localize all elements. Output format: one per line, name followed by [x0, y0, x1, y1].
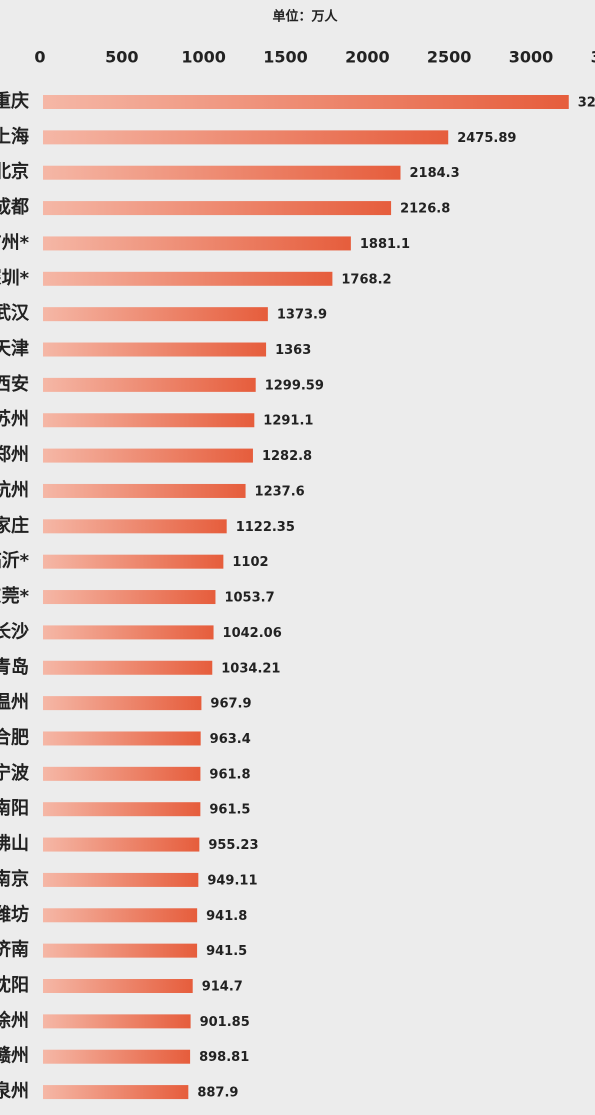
y-tick-label: 宁波	[0, 762, 30, 784]
y-tick-label: 石家庄	[0, 514, 29, 536]
value-label: 901.85	[200, 1015, 250, 1030]
value-label: 1363	[275, 343, 311, 358]
value-label: 1034.21	[221, 661, 280, 676]
bar	[43, 660, 213, 675]
y-tick-label: 佛山	[0, 833, 29, 855]
y-tick-label: 北京	[0, 161, 29, 183]
bar	[43, 271, 333, 286]
value-label: 1122.35	[236, 520, 295, 535]
y-tick-label: 苏州	[0, 408, 29, 430]
y-tick-label: 成都	[0, 196, 29, 218]
y-tick-label: 温州	[0, 692, 29, 713]
value-label: 955.23	[208, 838, 258, 853]
x-tick-label: 2000	[345, 48, 390, 67]
bar	[43, 165, 401, 180]
value-label: 898.81	[199, 1050, 249, 1065]
y-tick-label: 杭州	[0, 479, 29, 501]
y-tick-label: 沈阳	[0, 974, 29, 996]
value-label: 1881.1	[360, 237, 410, 252]
y-tick-label: 上海	[0, 125, 29, 147]
bar	[43, 1014, 191, 1029]
bar	[43, 590, 216, 605]
x-tick-label: 3000	[509, 48, 554, 67]
bar	[43, 307, 268, 322]
bar	[43, 872, 199, 887]
y-tick-label: 徐州	[0, 1009, 29, 1031]
value-label: 1291.1	[263, 414, 313, 429]
y-tick-label: 潍坊	[0, 903, 29, 925]
value-label: 961.8	[209, 767, 250, 782]
bar	[43, 483, 246, 498]
y-tick-label: 赣州	[0, 1045, 29, 1067]
bar	[43, 130, 449, 145]
value-label: 1282.8	[262, 449, 312, 464]
x-tick-label: 1000	[181, 48, 226, 67]
y-tick-label: 青岛	[0, 656, 29, 678]
bar	[43, 979, 193, 993]
value-label: 941.8	[206, 909, 247, 924]
value-label: 1768.2	[341, 272, 391, 287]
value-label: 941.5	[206, 944, 247, 959]
bar	[43, 1085, 189, 1100]
value-label: 2475.89	[457, 131, 516, 146]
value-label: 1042.06	[223, 626, 282, 641]
y-tick-label: 东莞*	[0, 585, 30, 607]
bar	[43, 943, 198, 958]
bar	[43, 95, 569, 109]
y-tick-label: 长沙	[0, 621, 29, 642]
bar	[43, 1049, 191, 1064]
y-tick-label: 南京	[0, 868, 29, 890]
bar	[43, 342, 267, 357]
y-tick-label: 泉州	[0, 1080, 29, 1102]
value-label: 887.9	[197, 1086, 238, 1101]
value-label: 949.11	[207, 873, 257, 888]
y-tick-label: 济南	[0, 939, 29, 961]
bar	[43, 236, 351, 251]
y-tick-label: 武汉	[0, 303, 30, 324]
y-tick-label: 临沂*	[0, 550, 30, 572]
x-tick-label: 500	[105, 48, 138, 67]
x-tick-label: 1500	[263, 48, 308, 67]
value-label: 3212.43	[578, 96, 595, 111]
value-label: 1053.7	[224, 591, 274, 606]
bar	[43, 201, 392, 216]
y-tick-label: 广州*	[0, 231, 30, 253]
bar	[43, 448, 253, 463]
y-tick-label: 郑州	[0, 444, 29, 466]
value-label: 1237.6	[255, 484, 305, 499]
y-tick-label: 深圳*	[0, 267, 30, 289]
value-label: 1102	[232, 555, 268, 570]
bar	[43, 413, 255, 428]
x-tick-label: 0	[34, 48, 45, 67]
value-label: 1373.9	[277, 308, 327, 323]
bar	[43, 519, 227, 534]
value-label: 1299.59	[265, 378, 324, 393]
y-tick-label: 重庆	[0, 90, 29, 112]
bar	[43, 377, 256, 392]
y-tick-label: 南阳	[0, 797, 29, 819]
bar	[43, 625, 214, 640]
bar	[43, 731, 201, 746]
chart-subtitle: 单位：万人	[272, 9, 338, 25]
bar	[43, 766, 201, 781]
x-tick-label: 2500	[427, 48, 472, 67]
bar	[43, 696, 202, 711]
y-tick-label: 西安	[0, 373, 29, 395]
value-label: 2184.3	[409, 166, 459, 181]
bar	[43, 802, 201, 817]
value-label: 914.7	[202, 980, 243, 995]
bar	[43, 554, 224, 569]
x-tick-label: 3500	[591, 48, 595, 67]
bar	[43, 837, 200, 852]
value-label: 963.4	[210, 732, 251, 747]
y-tick-label: 合肥	[0, 726, 29, 748]
value-label: 967.9	[210, 697, 251, 712]
bar	[43, 908, 198, 923]
value-label: 2126.8	[400, 202, 450, 217]
y-tick-label: 天津	[0, 338, 29, 360]
value-label: 961.5	[209, 803, 250, 818]
